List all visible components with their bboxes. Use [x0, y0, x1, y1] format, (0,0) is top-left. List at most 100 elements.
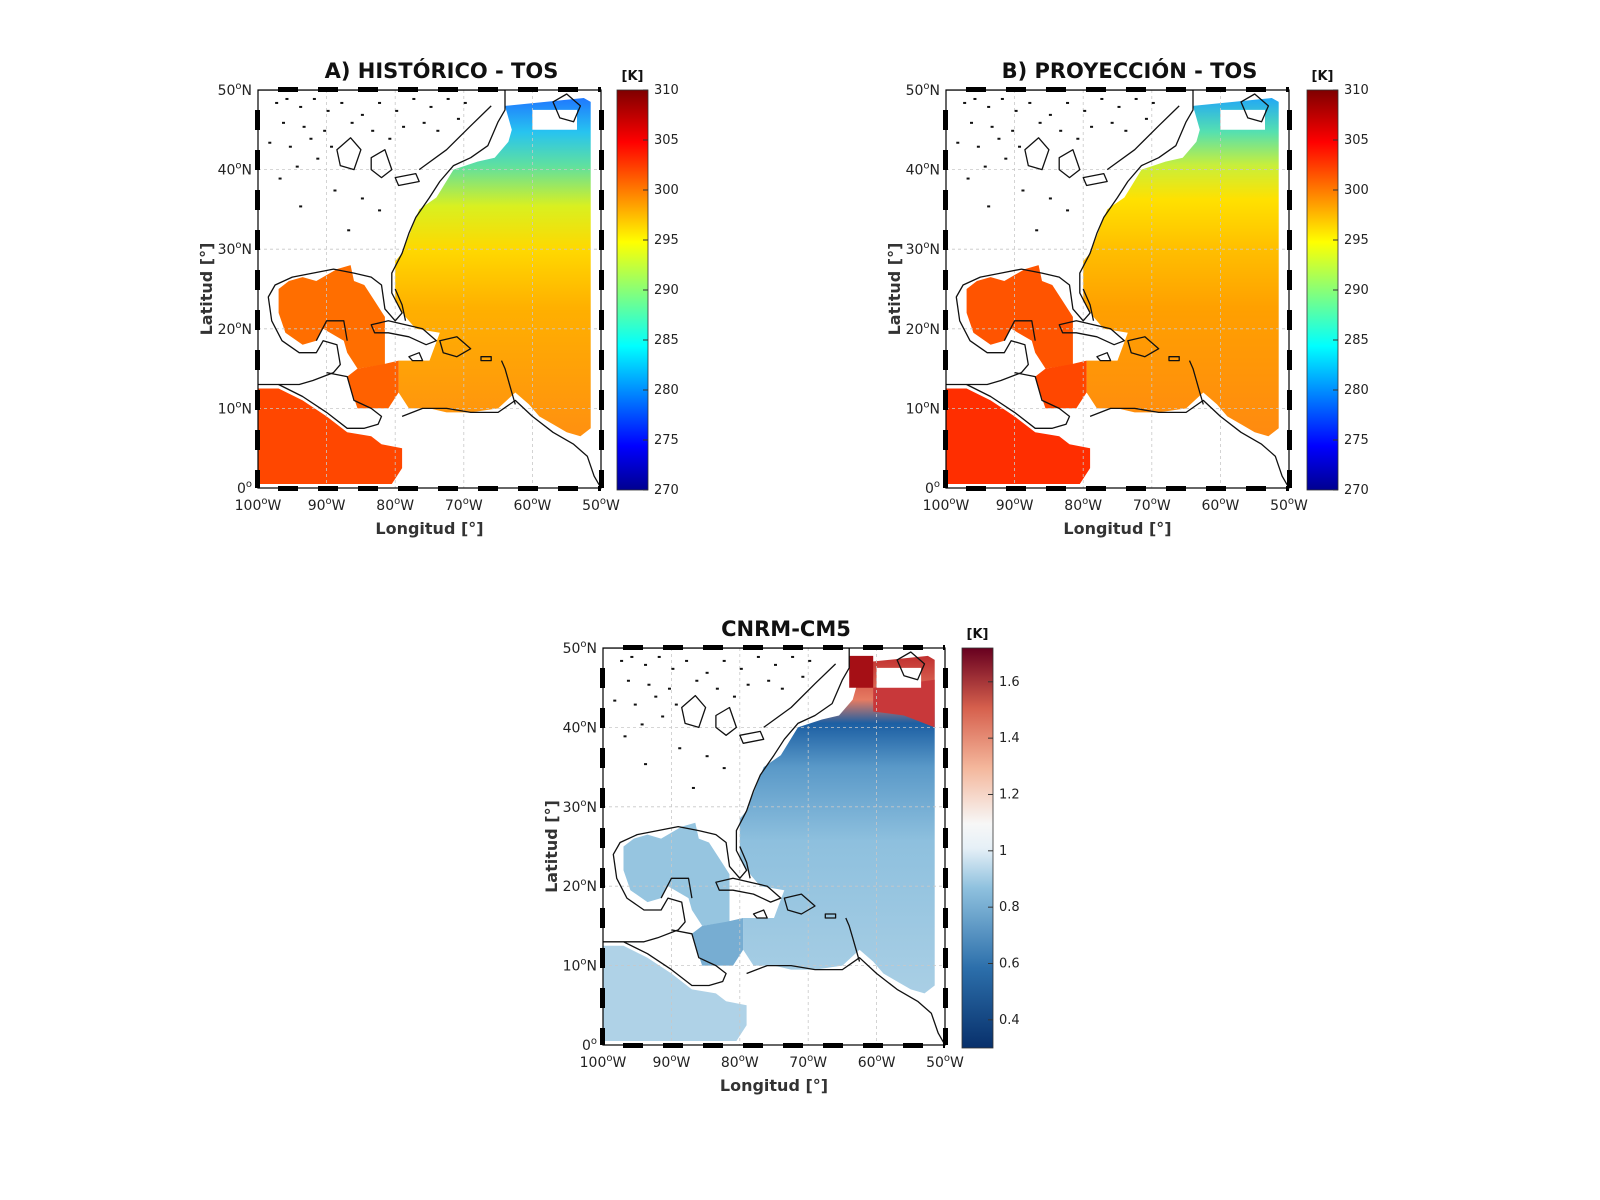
- colorbar-tick-label: 295: [1344, 233, 1369, 248]
- lake-mark: [1110, 121, 1114, 124]
- frame-segment: [255, 390, 260, 410]
- x-tick-label: 70oW: [1133, 496, 1171, 514]
- frame-segment: [943, 230, 948, 250]
- colorbar-tick-label: 1: [999, 844, 1007, 859]
- coastline-hispaniola: [1127, 336, 1160, 358]
- lake-mark: [626, 679, 630, 682]
- y-tick-label: 20oN: [563, 877, 597, 895]
- frame-segment: [398, 87, 418, 92]
- lake-mark: [620, 659, 624, 662]
- frame-segment: [1206, 87, 1226, 92]
- frame-segment: [783, 1043, 803, 1048]
- colorbar-tick-label: 280: [654, 383, 679, 398]
- lake-mark: [647, 683, 651, 686]
- frame-segment: [598, 87, 601, 92]
- frame-segment: [599, 230, 604, 250]
- lake-mark: [1035, 229, 1039, 232]
- frame-segment: [943, 1043, 945, 1048]
- frame-segment: [599, 150, 604, 170]
- x-tick-label: 90oW: [996, 496, 1034, 514]
- caribbean-field: [691, 918, 744, 966]
- x-tick-label: 60oW: [1202, 496, 1240, 514]
- lake-mark: [657, 655, 661, 658]
- x-tick-label: 80oW: [1064, 496, 1102, 514]
- coastline-cuba: [715, 877, 782, 903]
- frame-segment: [1287, 430, 1292, 450]
- y-tick-label: 20oN: [906, 320, 940, 338]
- lake-mark: [976, 145, 980, 148]
- colorbar-tick-label: 1.6: [999, 675, 1020, 690]
- coastline-lakes3: [739, 730, 765, 744]
- frame-segment: [943, 430, 948, 450]
- frame-segment: [599, 430, 604, 450]
- lake-mark: [966, 177, 970, 180]
- coastline-eastNA: [603, 648, 850, 943]
- lake-mark: [1134, 97, 1138, 100]
- lake-mark: [347, 229, 351, 232]
- frame-segment: [600, 748, 605, 768]
- x-tick-label: 60oW: [514, 496, 552, 514]
- lake-mark: [412, 97, 416, 100]
- frame-segment: [903, 645, 923, 650]
- x-tick-label: 100oW: [923, 496, 970, 514]
- coastline-yucatan: [1003, 320, 1036, 341]
- colorbar-tick-label: 285: [654, 333, 679, 348]
- frame-segment: [1287, 190, 1292, 210]
- colorbar-ramp: [961, 647, 994, 1049]
- frame-segment: [478, 486, 498, 491]
- lake-mark: [1048, 197, 1052, 200]
- coastline-florida: [1082, 288, 1095, 321]
- lake-mark: [654, 695, 658, 698]
- frame-segment: [863, 1043, 883, 1048]
- frame-segment: [255, 110, 260, 130]
- lake-mark: [378, 209, 382, 212]
- sst-field: [946, 98, 1279, 484]
- y-tick-label: 30oN: [218, 240, 252, 258]
- coastline-lakes1: [336, 137, 362, 171]
- frame-segment: [1286, 87, 1289, 92]
- lake-mark: [1021, 189, 1025, 192]
- frame-segment: [1287, 110, 1292, 130]
- lake-mark: [685, 659, 689, 662]
- lake-mark: [1028, 101, 1032, 104]
- frame-segment: [599, 350, 604, 370]
- lake-mark: [1014, 109, 1018, 112]
- lake-mark: [661, 715, 665, 718]
- coastline-stlaw: [1106, 105, 1180, 171]
- atlantic-ocean-field: [395, 98, 591, 437]
- x-tick-label: 70oW: [789, 1053, 827, 1071]
- lake-mark: [1048, 113, 1052, 116]
- coastline-antilles: [845, 917, 861, 962]
- y-tick-label: 30oN: [563, 798, 597, 816]
- frame-segment: [943, 190, 948, 210]
- lake-mark: [739, 667, 743, 670]
- lake-mark: [395, 109, 399, 112]
- y-tick-label: 10oN: [563, 957, 597, 975]
- y-axis-label: Latitud [°]: [542, 800, 561, 893]
- atlantic-ocean-field: [739, 655, 935, 994]
- coastline-stlaw: [763, 663, 837, 728]
- frame-segment: [599, 270, 604, 290]
- frame-segment: [1287, 310, 1292, 330]
- lake-mark: [705, 671, 709, 674]
- pacific-ocean-field: [603, 945, 747, 1041]
- panel-title: A) HISTÓRICO - TOS: [325, 58, 559, 83]
- frame-segment: [518, 87, 538, 92]
- lake-mark: [436, 129, 440, 132]
- lake-mark: [360, 113, 364, 116]
- lake-mark: [640, 723, 644, 726]
- coastline-eastNA: [946, 90, 1194, 386]
- lake-mark: [268, 141, 272, 144]
- lake-mark: [671, 667, 675, 670]
- frame-segment: [823, 645, 843, 650]
- frame-segment: [255, 190, 260, 210]
- lake-mark: [323, 129, 327, 132]
- coastline-southAm: [1089, 399, 1289, 488]
- frame-segment: [255, 350, 260, 370]
- colorbar-tick-label: 305: [1344, 133, 1369, 148]
- lake-mark: [987, 105, 991, 108]
- frame-segment: [1086, 486, 1106, 491]
- frame-segment: [623, 1043, 643, 1048]
- colorbar-ramp: [616, 89, 649, 491]
